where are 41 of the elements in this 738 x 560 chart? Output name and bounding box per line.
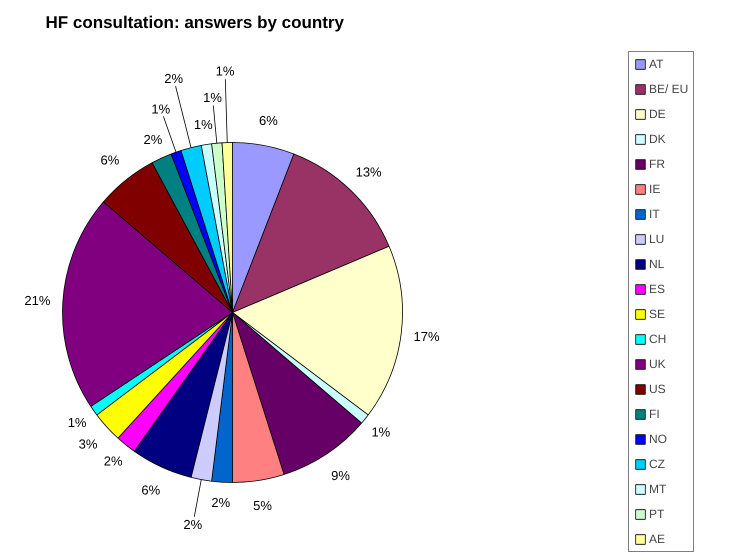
data-label: 1% xyxy=(371,424,391,440)
data-label: 2% xyxy=(211,495,231,510)
data-label: 17% xyxy=(414,329,440,344)
data-label: 1% xyxy=(68,415,87,430)
data-label: 1% xyxy=(151,101,171,116)
legend-label: SE xyxy=(649,307,666,321)
data-label: 9% xyxy=(331,468,350,483)
legend-label: FR xyxy=(649,157,666,171)
data-label: 2% xyxy=(144,132,163,148)
legend-label: ES xyxy=(649,282,666,296)
data-label: 1% xyxy=(216,64,235,79)
legend-label: BE/ EU xyxy=(649,82,688,96)
legend-label: UK xyxy=(649,357,667,371)
data-label: 6% xyxy=(100,152,120,168)
legend-label: DE xyxy=(649,107,667,121)
data-label: 13% xyxy=(356,164,382,180)
data-label: 2% xyxy=(104,453,123,468)
data-label: 1% xyxy=(194,116,214,132)
legend-label: MT xyxy=(649,482,668,496)
legend-label: AT xyxy=(649,57,664,71)
legend-label: FI xyxy=(649,407,661,421)
legend-label: LU xyxy=(649,232,666,246)
legend-label: US xyxy=(649,382,667,396)
chart-title: HF consultation: answers by country xyxy=(46,13,345,32)
data-label: 3% xyxy=(78,436,98,452)
data-label: 2% xyxy=(164,70,184,86)
legend-label: PT xyxy=(649,507,666,521)
legend-label: AE xyxy=(649,532,666,546)
legend-label: NO xyxy=(649,432,668,446)
data-label: 21% xyxy=(24,292,51,308)
legend-label: CH xyxy=(649,332,668,346)
data-label: 1% xyxy=(203,90,222,106)
data-label: 5% xyxy=(253,498,272,514)
legend-label: IT xyxy=(649,207,661,221)
legend-label: IE xyxy=(649,182,662,196)
legend-label: DK xyxy=(649,132,667,146)
data-label: 2% xyxy=(183,517,203,532)
data-label: 6% xyxy=(141,482,161,498)
legend-label: CZ xyxy=(649,457,666,471)
legend-label: NL xyxy=(649,257,666,271)
data-label: 6% xyxy=(259,112,278,128)
